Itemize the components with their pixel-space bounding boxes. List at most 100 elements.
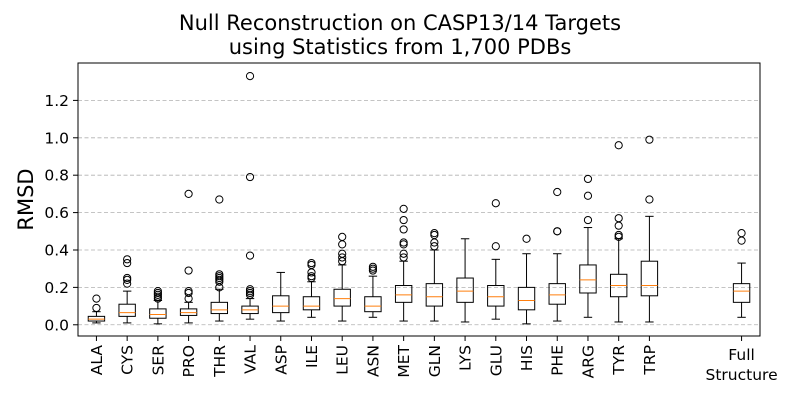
x-tick-label: Structure	[706, 366, 778, 384]
box-ile	[302, 258, 321, 318]
plot-frame	[77, 62, 761, 337]
outlier-point	[184, 287, 193, 296]
x-tick-label: MET	[395, 344, 413, 377]
box-ala	[87, 294, 106, 324]
iqr-box	[548, 283, 566, 305]
iqr-box	[364, 296, 382, 313]
iqr-box	[302, 296, 321, 311]
x-tick-label: LYS	[457, 345, 475, 371]
box-ser	[149, 287, 167, 325]
outlier-point	[645, 135, 654, 144]
x-tick-label: GLU	[487, 345, 505, 376]
outlier-point	[338, 249, 347, 258]
y-tick-label: 0.0	[44, 316, 69, 334]
outlier-point	[399, 225, 408, 234]
x-tick-label: GLN	[426, 345, 444, 377]
box-lys	[456, 238, 474, 323]
iqr-box	[210, 301, 229, 315]
iqr-box	[394, 285, 413, 303]
outlier-point	[184, 266, 193, 275]
box-tyr	[609, 141, 628, 323]
x-tick-label: SER	[149, 345, 167, 376]
outlier-point	[737, 236, 746, 245]
iqr-box	[732, 283, 751, 303]
box-phe	[548, 187, 566, 322]
outlier-point	[215, 195, 224, 204]
iqr-box	[149, 308, 167, 319]
outlier-point	[153, 287, 162, 296]
outlier-point	[338, 232, 347, 241]
outlier-point	[215, 270, 224, 279]
box-asp	[272, 271, 290, 322]
outlier-point	[614, 141, 623, 150]
x-tick-label: THR	[211, 345, 229, 378]
outlier-point	[184, 189, 193, 198]
iqr-box	[517, 286, 536, 311]
outlier-point	[399, 253, 408, 262]
box-val	[241, 71, 259, 320]
y-axis-label: RMSD	[14, 168, 38, 230]
box-thr	[210, 195, 229, 322]
box-his	[517, 234, 536, 325]
x-tick-label: LEU	[334, 345, 352, 375]
x-tick-label: ARG	[579, 345, 597, 378]
iqr-box	[425, 283, 444, 307]
outlier-point	[92, 294, 101, 303]
outlier-point	[338, 240, 347, 249]
box-pro	[179, 189, 198, 324]
outlier-point	[430, 242, 439, 251]
outlier-point	[307, 272, 316, 281]
outlier-point	[430, 229, 439, 238]
iqr-box	[487, 285, 505, 307]
outlier-point	[491, 199, 500, 208]
iqr-box	[579, 264, 597, 294]
x-tick-label: VAL	[242, 345, 260, 374]
x-tick-label: CYS	[119, 345, 137, 375]
box-trp	[640, 135, 659, 323]
x-tick-label: Full	[728, 346, 755, 364]
outlier-point	[245, 172, 255, 182]
iqr-box	[456, 277, 474, 303]
outlier-point	[614, 214, 623, 223]
outlier-point	[123, 258, 132, 268]
x-tick-label: HIS	[518, 345, 536, 371]
outlier-point	[583, 215, 593, 225]
outlier-point	[307, 258, 316, 268]
box-asn	[364, 262, 382, 318]
chart-title-line-2: using Statistics from 1,700 PDBs	[228, 35, 572, 59]
outlier-point	[614, 230, 623, 240]
outlier-point	[583, 174, 593, 184]
outlier-point	[368, 262, 378, 271]
chart-title-line-1: Null Reconstruction on CASP13/14 Targets	[178, 11, 622, 35]
box-gln	[425, 229, 444, 322]
x-tick-label: ASN	[364, 345, 382, 377]
box-arg	[579, 174, 597, 318]
y-tick-label: 1.0	[44, 129, 69, 147]
outlier-point	[338, 253, 347, 262]
x-tick-label: TYR	[610, 345, 628, 376]
x-tick-label: ALA	[88, 345, 106, 376]
axes: 0.0 0.2 0.4 0.6 0.8 1.0 1.2 ALA CYS SER PRO THR VAL A…	[14, 62, 778, 384]
outlier-point	[92, 303, 101, 313]
outlier-point	[399, 238, 408, 247]
outlier-point	[123, 279, 132, 288]
iqr-box	[272, 295, 290, 314]
outlier-point	[553, 227, 562, 236]
y-tick-label: 0.6	[44, 204, 69, 222]
iqr-box	[333, 288, 351, 307]
x-tick-label: ILE	[303, 345, 321, 368]
x-tick-label: TRP	[641, 345, 659, 376]
iqr-box	[118, 303, 136, 317]
outlier-point	[245, 285, 255, 294]
outlier-point	[583, 191, 593, 200]
outlier-point	[645, 195, 654, 204]
y-tick-label: 0.4	[44, 241, 69, 259]
box-full-structure	[732, 229, 751, 318]
outlier-point	[399, 204, 408, 213]
box-glu	[487, 199, 505, 320]
outlier-point	[123, 273, 132, 283]
iqr-box	[640, 260, 659, 297]
y-tick-label: 0.8	[44, 167, 69, 185]
x-tick-label: PRO	[180, 345, 198, 377]
box-cys	[118, 255, 136, 324]
